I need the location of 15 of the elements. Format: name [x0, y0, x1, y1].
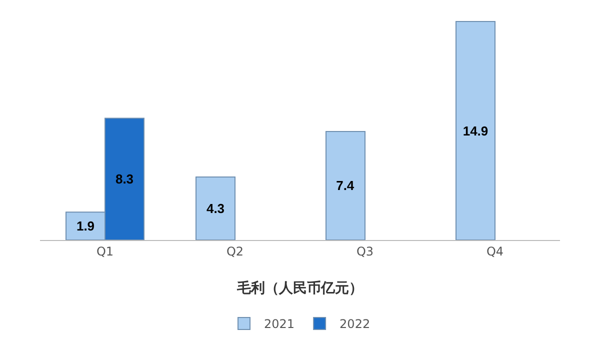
x-tick-label: Q3 [356, 244, 374, 258]
bar [326, 130, 366, 240]
data-label: 4.3 [206, 200, 225, 216]
bar [456, 21, 496, 240]
x-tick-label: Q1 [96, 244, 114, 258]
legend-label: 2022 [340, 317, 370, 332]
data-label: 7.4 [336, 178, 355, 194]
data-label: 8.3 [115, 172, 134, 187]
x-axis-title: 毛利（人民币亿元） [236, 280, 363, 297]
legend-label: 2021 [264, 317, 295, 332]
data-label: 1.9 [76, 218, 95, 234]
bar [196, 176, 236, 240]
data-label: 14.9 [462, 123, 488, 138]
x-tick-label: Q2 [226, 244, 244, 258]
x-tick-label: Q4 [486, 244, 504, 258]
